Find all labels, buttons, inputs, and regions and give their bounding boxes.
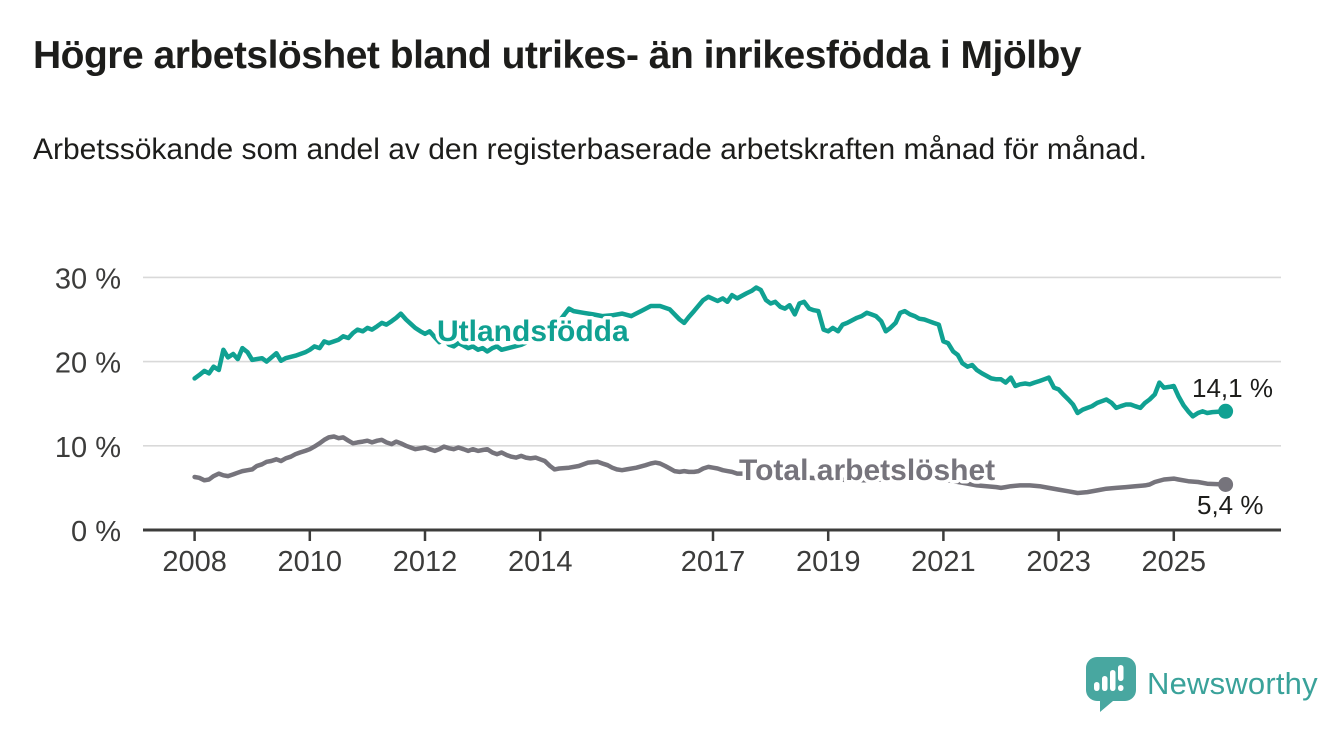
y-axis-tick-label: 20 % xyxy=(55,348,121,380)
x-axis-tick-label: 2021 xyxy=(911,546,976,578)
x-axis-tick-label: 2025 xyxy=(1142,546,1207,578)
chart-subtitle: Arbetssökande som andel av den registerb… xyxy=(33,133,1147,166)
series-value-label-0: 14,1 % xyxy=(1192,373,1273,403)
chart-title: Högre arbetslöshet bland utrikes- än inr… xyxy=(33,34,1082,77)
newsworthy-logo-icon xyxy=(1086,657,1136,712)
y-axis-tick-label: 30 % xyxy=(55,263,121,295)
series-line-0 xyxy=(192,285,1228,419)
x-axis-tick-label: 2010 xyxy=(278,546,343,578)
newsworthy-logo-text: Newsworthy xyxy=(1147,666,1318,701)
series-label-0: Utlandsfödda xyxy=(437,315,629,348)
series-label-1: Total arbetslöshet xyxy=(739,454,995,487)
series-end-dot-0 xyxy=(1218,403,1234,419)
x-axis-tick-label: 2008 xyxy=(162,546,227,578)
y-axis-tick-label: 10 % xyxy=(55,432,121,464)
series-end-dot-1 xyxy=(1218,477,1234,492)
x-axis-tick-label: 2012 xyxy=(393,546,458,578)
x-axis-tick-label: 2023 xyxy=(1026,546,1091,578)
newsworthy-logo: Newsworthy xyxy=(1085,656,1318,712)
series-value-label-1: 5,4 % xyxy=(1197,490,1264,520)
series-line-1 xyxy=(192,434,1228,496)
x-axis-tick-label: 2019 xyxy=(796,546,861,578)
x-axis-tick-label: 2014 xyxy=(508,546,573,578)
x-axis-tick-label: 2017 xyxy=(681,546,746,578)
y-axis-tick-label: 0 % xyxy=(71,516,121,548)
